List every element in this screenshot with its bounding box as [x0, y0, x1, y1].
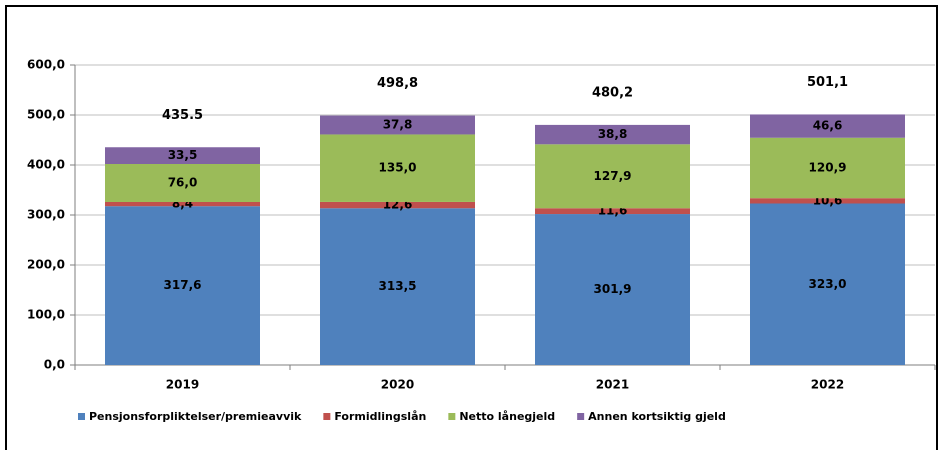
- bar-segment: [105, 206, 260, 365]
- legend-label: Formidlingslån: [334, 410, 426, 423]
- bar-segment: [105, 202, 260, 207]
- total-label: 435.5: [162, 108, 203, 123]
- data-label: 317,6: [164, 278, 202, 292]
- y-tick-label: 0,0: [44, 358, 65, 372]
- x-tick-label: 2021: [596, 378, 629, 392]
- bar-segment: [750, 198, 905, 204]
- data-label: 120,9: [809, 160, 847, 174]
- bar-segment: [535, 124, 690, 145]
- data-label: 76,0: [168, 176, 198, 190]
- y-tick-label: 100,0: [27, 308, 65, 322]
- x-tick-label: 2020: [381, 378, 414, 392]
- bar-segment: [535, 214, 690, 365]
- legend-label: Annen kortsiktig gjeld: [588, 410, 726, 423]
- bar-segment: [320, 201, 475, 209]
- y-tick-label: 300,0: [27, 208, 65, 222]
- legend-label: Pensjonsforpliktelser/premieavvik: [89, 410, 302, 423]
- y-tick-label: 200,0: [27, 258, 65, 272]
- x-tick-label: 2022: [811, 378, 844, 392]
- total-label: 501,1: [807, 75, 848, 90]
- bar-segment: [750, 114, 905, 138]
- total-label: 498,8: [377, 76, 418, 91]
- bar-segment: [105, 147, 260, 164]
- legend-swatch: [323, 413, 331, 420]
- bar-segment: [750, 203, 905, 365]
- y-tick-label: 600,0: [27, 58, 65, 72]
- data-label: 135,0: [379, 161, 417, 175]
- data-label: 323,0: [809, 277, 847, 291]
- data-label: 33,5: [168, 148, 198, 162]
- data-label: 38,8: [598, 127, 628, 141]
- y-tick-label: 400,0: [27, 158, 65, 172]
- bar-segment: [320, 134, 475, 202]
- bar-segment: [535, 144, 690, 209]
- bar-segment: [320, 208, 475, 365]
- bar-segment: [105, 164, 260, 202]
- legend-swatch: [78, 413, 85, 420]
- y-tick-label: 500,0: [27, 108, 65, 122]
- legend-swatch: [448, 413, 456, 420]
- legend-swatch: [577, 413, 585, 420]
- bar-segment: [750, 137, 905, 199]
- data-label: 46,6: [813, 119, 843, 133]
- total-label: 480,2: [592, 85, 633, 100]
- x-tick-label: 2019: [166, 378, 199, 392]
- data-label: 37,8: [383, 118, 413, 132]
- data-label: 127,9: [594, 169, 632, 183]
- legend-label: Netto lånegjeld: [459, 410, 555, 423]
- data-label: 313,5: [379, 279, 417, 293]
- bar-segment: [320, 115, 475, 135]
- bar-segment: [535, 208, 690, 215]
- frame: [5, 5, 938, 450]
- data-label: 301,9: [594, 282, 632, 296]
